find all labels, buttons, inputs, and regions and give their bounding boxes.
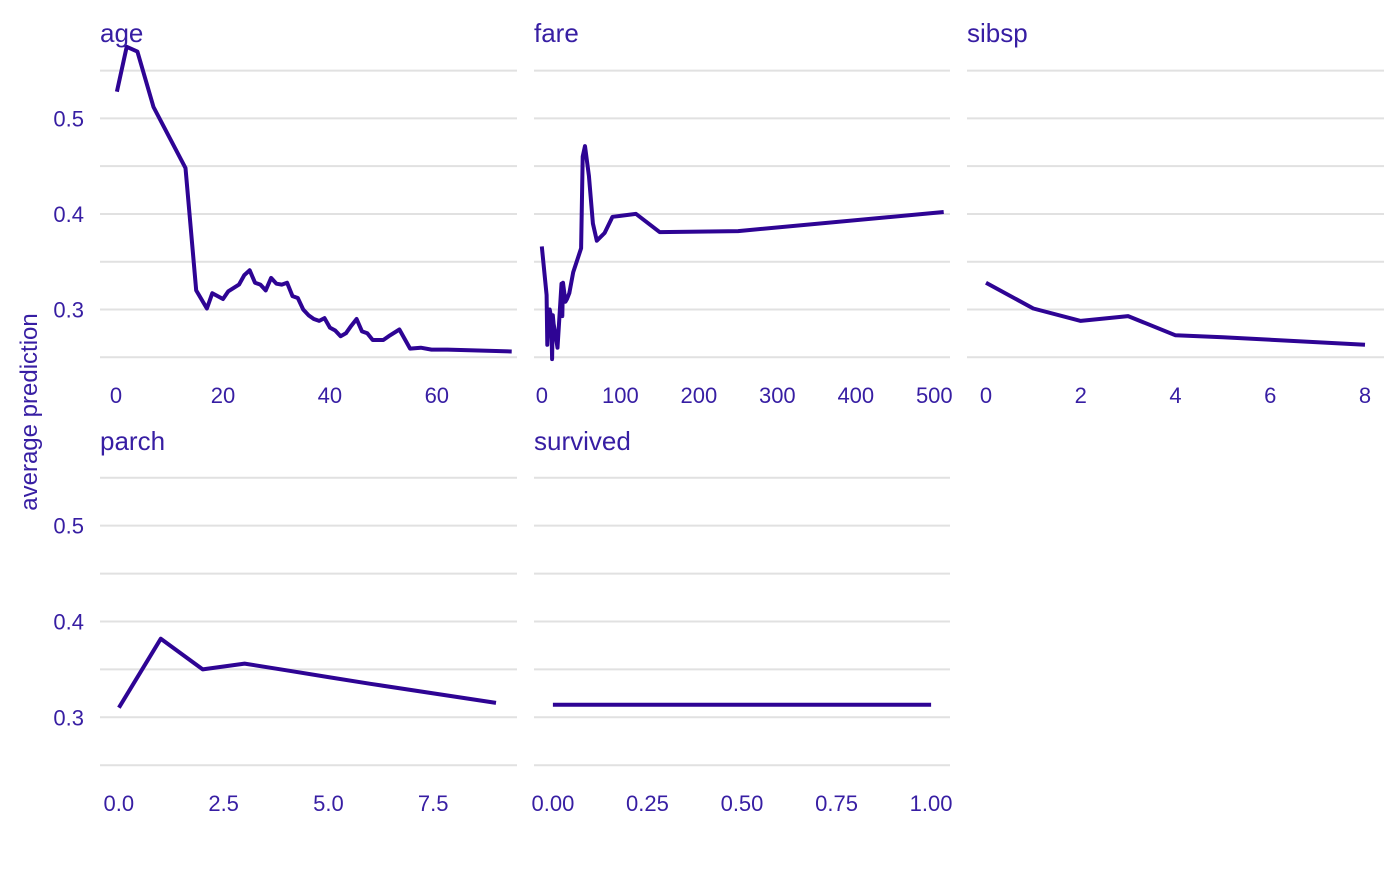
y-tick-label: 0.4 <box>53 202 84 227</box>
series-line-parch <box>117 636 497 709</box>
panel-age: 0.3 0.4 0.5 0 20 40 60 age <box>53 18 517 408</box>
x-tick-label: 60 <box>425 383 449 408</box>
x-tick-label: 0.25 <box>626 791 669 816</box>
x-tick-label: 0.0 <box>104 791 135 816</box>
series-line-fare <box>539 144 944 362</box>
x-tick-label: 1.00 <box>910 791 953 816</box>
x-tick-label: 5.0 <box>313 791 344 816</box>
y-axis-label: average prediction <box>16 313 43 511</box>
panel-title-parch: parch <box>100 426 165 456</box>
x-tick-label: 0 <box>536 383 548 408</box>
panel-survived: 0.00 0.25 0.50 0.75 1.00 survived <box>531 426 952 816</box>
panel-title-survived: survived <box>534 426 631 456</box>
y-tick-label: 0.4 <box>53 609 84 634</box>
x-tick-label: 8 <box>1359 383 1371 408</box>
x-tick-label: 0 <box>980 383 992 408</box>
y-tick-label: 0.5 <box>53 106 84 131</box>
panel-sibsp: 0 2 4 6 8 sibsp <box>967 18 1384 408</box>
panel-parch: 0.3 0.4 0.5 0.0 2.5 5.0 7.5 parch <box>53 426 517 816</box>
x-tick-label: 100 <box>602 383 639 408</box>
x-tick-label: 20 <box>211 383 235 408</box>
x-tick-label: 0.50 <box>721 791 764 816</box>
x-tick-label: 2 <box>1075 383 1087 408</box>
x-tick-label: 4 <box>1169 383 1181 408</box>
x-tick-label: 300 <box>759 383 796 408</box>
x-tick-label: 200 <box>680 383 717 408</box>
x-tick-label: 0.75 <box>815 791 858 816</box>
y-tick-label: 0.3 <box>53 297 84 322</box>
y-tick-label: 0.3 <box>53 705 84 730</box>
series-line-age <box>114 44 512 354</box>
x-tick-label: 6 <box>1264 383 1276 408</box>
x-tick-label: 2.5 <box>208 791 239 816</box>
x-tick-label: 500 <box>916 383 953 408</box>
panel-title-fare: fare <box>534 18 579 48</box>
x-tick-label: 400 <box>837 383 874 408</box>
x-tick-label: 40 <box>318 383 342 408</box>
panel-title-age: age <box>100 18 143 48</box>
panel-fare: 0 100 200 300 400 500 fare <box>534 18 953 408</box>
x-tick-label: 7.5 <box>418 791 449 816</box>
y-tick-label: 0.5 <box>53 514 84 539</box>
x-tick-label: 0 <box>110 383 122 408</box>
series-line-sibsp <box>985 280 1366 347</box>
panel-title-sibsp: sibsp <box>967 18 1028 48</box>
x-tick-label: 0.00 <box>531 791 574 816</box>
